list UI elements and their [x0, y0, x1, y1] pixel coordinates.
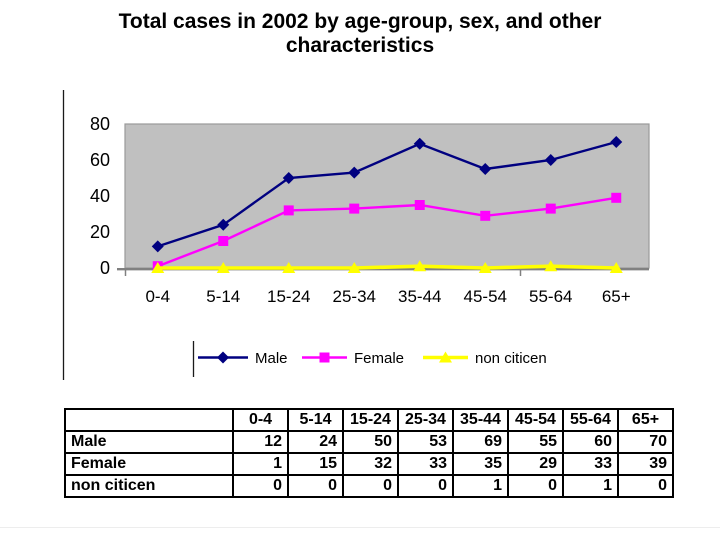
table-cell: 32 [342, 452, 399, 476]
table-cell: 12 [232, 430, 289, 454]
table-cell: 0 [617, 474, 674, 498]
x-axis-label: 45-54 [464, 287, 507, 306]
male-series-line [157, 140, 617, 248]
table-cell: 33 [562, 452, 619, 476]
table-col-header: 55-64 [562, 408, 619, 432]
table-corner-cell [64, 408, 234, 432]
table-cell: 50 [342, 430, 399, 454]
table-cell: 1 [232, 452, 289, 476]
data-table: 0-4 5-14 15-24 25-34 35-44 45-54 55-64 6… [64, 408, 674, 498]
x-axis-label: 5-14 [206, 287, 240, 306]
table-cell: 24 [287, 430, 344, 454]
table-row-label: non citicen [64, 474, 234, 498]
slide-bottom-edge [0, 527, 720, 528]
non-citicen-series-line [157, 264, 617, 270]
table-col-header: 0-4 [232, 408, 289, 432]
male-data-point-marker [282, 172, 295, 184]
non-citicen-data-point-marker [151, 262, 165, 273]
x-axis-label: 55-64 [529, 287, 572, 306]
y-axis-label: 80 [90, 114, 110, 134]
y-axis-label: 20 [90, 222, 110, 242]
female-data-point-marker [480, 210, 491, 221]
table-col-header: 35-44 [452, 408, 509, 432]
table-cell: 33 [397, 452, 454, 476]
x-axis-label: 65+ [602, 287, 631, 306]
female-data-point-marker [283, 205, 294, 216]
table-col-header: 65+ [617, 408, 674, 432]
table-cell: 0 [342, 474, 399, 498]
non-citicen-data-point-marker [478, 262, 492, 273]
non-citicen-data-point-marker [282, 262, 296, 273]
y-axis-label: 40 [90, 186, 110, 206]
legend-non-citicen-marker [439, 351, 452, 363]
table-row-label: Female [64, 452, 234, 476]
non-citicen-data-point-marker [609, 262, 623, 273]
female-data-point-marker [611, 192, 622, 203]
male-data-point-marker [217, 218, 230, 231]
non-citicen-data-point-marker [544, 260, 558, 272]
non-citicen-data-point-marker [347, 262, 361, 273]
table-row: Male 12 24 50 53 69 55 60 70 [64, 430, 674, 454]
male-data-point-marker [479, 163, 492, 175]
non-citicen-data-point-marker [413, 260, 427, 272]
female-data-point-marker [218, 236, 229, 246]
y-axis-label: 60 [90, 150, 110, 170]
table-cell: 0 [397, 474, 454, 498]
table-col-header: 15-24 [342, 408, 399, 432]
table-cell: 0 [287, 474, 344, 498]
table-cell: 53 [397, 430, 454, 454]
male-data-point-marker [610, 136, 623, 148]
legend-non-citicen-label: non citicen [475, 350, 547, 367]
table-cell: 55 [507, 430, 564, 454]
slide-title: Total cases in 2002 by age-group, sex, a… [118, 10, 602, 57]
plot-area [124, 123, 650, 269]
x-axis-label: 35-44 [398, 287, 441, 306]
table-col-header: 5-14 [287, 408, 344, 432]
table-row: Female 1 15 32 33 35 29 33 39 [64, 452, 674, 476]
female-data-point-marker [545, 203, 556, 214]
female-series-line [157, 196, 617, 268]
female-data-point-marker [414, 200, 425, 210]
y-axis-label: 0 [100, 258, 110, 278]
legend-male-label: Male [255, 350, 288, 367]
table-cell: 35 [452, 452, 509, 476]
line-chart: 0 20 40 60 80 0-4 5-14 15-24 25-34 35-44 45-54 55-6… [62, 90, 650, 380]
table-cell: 69 [452, 430, 509, 454]
table-cell: 0 [232, 474, 289, 498]
x-axis-label: 0-4 [145, 287, 170, 306]
legend-female-label: Female [354, 350, 404, 367]
table-cell: 1 [452, 474, 509, 498]
table-cell: 39 [617, 452, 674, 476]
x-axis-label: 15-24 [267, 287, 310, 306]
table-row-label: Male [64, 430, 234, 454]
legend-male-marker [217, 351, 229, 364]
table-cell: 0 [507, 474, 564, 498]
female-data-point-marker [349, 203, 360, 214]
table-cell: 70 [617, 430, 674, 454]
male-data-point-marker [413, 137, 426, 150]
table-cell: 29 [507, 452, 564, 476]
table-cell: 1 [562, 474, 619, 498]
table-cell: 60 [562, 430, 619, 454]
table-col-header: 25-34 [397, 408, 454, 432]
table-row: non citicen 0 0 0 0 1 0 1 0 [64, 474, 674, 498]
non-citicen-data-point-marker [216, 262, 230, 273]
male-data-point-marker [544, 154, 557, 166]
table-cell: 15 [287, 452, 344, 476]
table-col-header: 45-54 [507, 408, 564, 432]
table-header-row: 0-4 5-14 15-24 25-34 35-44 45-54 55-64 6… [64, 408, 674, 432]
x-axis-label: 25-34 [333, 287, 376, 306]
legend-female-marker [319, 352, 330, 363]
male-data-point-marker [348, 166, 361, 179]
male-data-point-marker [151, 240, 164, 253]
